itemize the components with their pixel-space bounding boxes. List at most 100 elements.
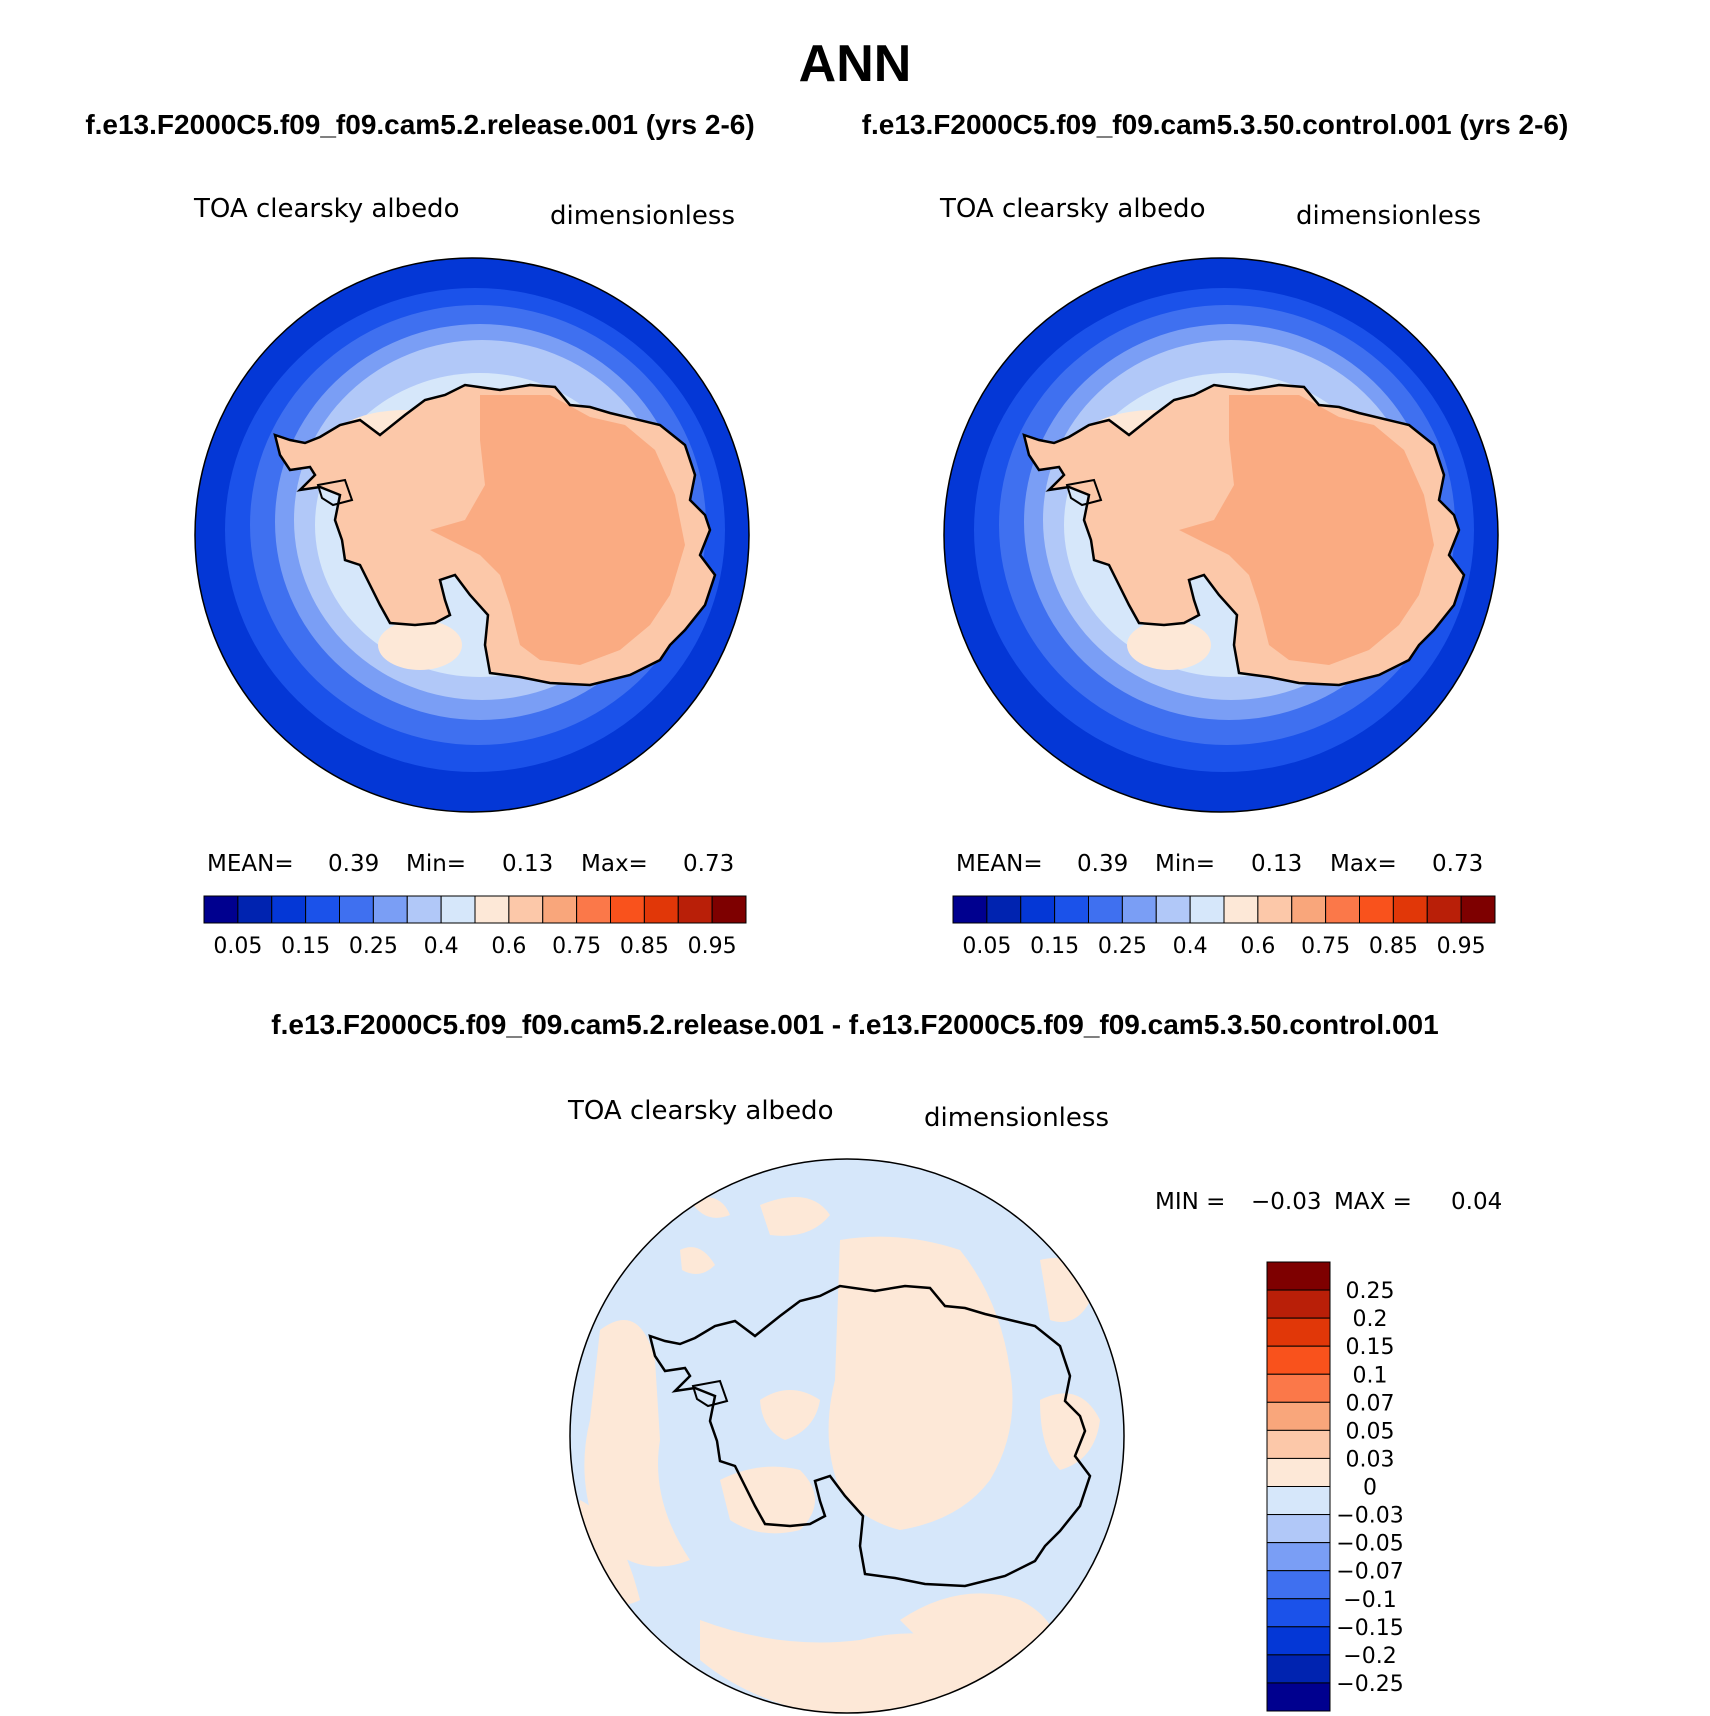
diff-colorbar-swatch [1266, 1345, 1331, 1375]
right-units-label: dimensionless [1296, 201, 1481, 231]
left-variable-label: TOA clearsky albedo [193, 194, 459, 224]
right-variable-label: TOA clearsky albedo [939, 194, 1205, 224]
right-map-panel: TOA clearsky albedo dimensionless MEAN= … [939, 194, 1499, 959]
diff-colorbar-swatch [1266, 1429, 1331, 1459]
diff-map-panel: TOA clearsky albedo dimensionless [567, 1096, 1502, 1714]
right-colorbar-label: 0.95 [1437, 934, 1486, 959]
diff-colorbar-swatch [1266, 1654, 1331, 1684]
right-max-value: 0.73 [1432, 851, 1483, 877]
right-mean-value: 0.39 [1077, 851, 1128, 877]
diff-colorbar-swatch [1266, 1317, 1331, 1347]
left-colorbar-swatch [440, 895, 476, 924]
diff-colorbar-swatch [1266, 1289, 1331, 1319]
diff-colorbar-swatch [1266, 1542, 1331, 1572]
right-colorbar-swatch [1189, 895, 1225, 924]
left-colorbar-swatch [237, 895, 273, 924]
diff-colorbar-label: −0.05 [1336, 1532, 1403, 1557]
left-colorbar-swatch [711, 895, 747, 924]
diff-colorbar-label: 0 [1363, 1476, 1377, 1501]
diff-case-title: f.e13.F2000C5.f09_f09.cam5.2.release.001… [271, 1009, 1438, 1040]
diff-units-label: dimensionless [924, 1103, 1109, 1133]
right-colorbar-swatch [1223, 895, 1259, 924]
diff-colorbar-labels: 0.25 0.2 0.15 0.1 0.07 0.05 0.03 0 −0.03 −0.05 −0.… [1336, 1279, 1403, 1697]
diff-colorbar-swatch [1266, 1682, 1331, 1712]
left-colorbar-swatch [643, 895, 679, 924]
left-colorbar-swatch [271, 895, 307, 924]
diff-colorbar-label: 0.07 [1346, 1391, 1395, 1416]
diff-variable-label: TOA clearsky albedo [567, 1096, 833, 1126]
left-colorbar-swatch [542, 895, 578, 924]
right-colorbar-swatch [1392, 895, 1428, 924]
left-mean-label: MEAN= [207, 851, 294, 877]
right-min-value: 0.13 [1251, 851, 1302, 877]
diff-colorbar-swatch [1266, 1598, 1331, 1628]
left-colorbar-swatch [305, 895, 340, 924]
right-colorbar-swatch [952, 895, 988, 924]
left-units-label: dimensionless [550, 201, 735, 231]
left-mean-value: 0.39 [328, 851, 379, 877]
diff-colorbar-label: 0.05 [1346, 1419, 1395, 1444]
diff-colorbar-swatch [1266, 1261, 1331, 1291]
right-colorbar-swatch [1257, 895, 1293, 924]
left-colorbar-label: 0.6 [491, 934, 526, 959]
diff-colorbar-swatch [1266, 1570, 1331, 1600]
left-max-label: Max= [581, 851, 648, 877]
right-colorbar [952, 895, 1496, 924]
left-colorbar-swatch [508, 895, 544, 924]
left-colorbar-label: 0.95 [688, 934, 737, 959]
right-colorbar-swatch [1460, 895, 1496, 924]
left-colorbar-label: 0.25 [349, 934, 398, 959]
left-colorbar-swatch [576, 895, 611, 924]
right-colorbar-swatch [1325, 895, 1360, 924]
left-colorbar-swatch [372, 895, 408, 924]
diff-colorbar-label: 0.03 [1346, 1447, 1395, 1472]
right-mean-label: MEAN= [956, 851, 1043, 877]
right-colorbar-swatch [1359, 895, 1394, 924]
right-colorbar-label: 0.6 [1240, 934, 1275, 959]
diff-colorbar-swatch [1266, 1457, 1331, 1487]
diff-max-label: MAX = [1334, 1189, 1412, 1215]
diff-colorbar-label: −0.03 [1336, 1504, 1403, 1529]
right-colorbar-label: 0.75 [1301, 934, 1350, 959]
diff-colorbar-label: 0.2 [1353, 1307, 1388, 1332]
left-colorbar-swatch [203, 895, 239, 924]
right-polar-map [944, 258, 1498, 812]
diff-max-value: 0.04 [1451, 1189, 1502, 1215]
left-colorbar-swatch [677, 895, 713, 924]
right-colorbar-label: 0.4 [1173, 934, 1208, 959]
left-colorbar-swatch [406, 895, 442, 924]
diff-colorbar-label: 0.25 [1346, 1279, 1395, 1304]
right-colorbar-swatch [1020, 895, 1056, 924]
right-colorbar-swatch [986, 895, 1022, 924]
left-colorbar-label: 0.4 [424, 934, 459, 959]
left-min-value: 0.13 [502, 851, 553, 877]
right-max-label: Max= [1330, 851, 1397, 877]
right-colorbar-label: 0.05 [962, 934, 1011, 959]
diff-colorbar-label: −0.2 [1343, 1644, 1396, 1669]
diff-colorbar-label: −0.25 [1336, 1672, 1403, 1697]
right-colorbar-swatch [1121, 895, 1157, 924]
diff-colorbar-swatch [1266, 1486, 1331, 1516]
diff-colorbar-swatch [1266, 1514, 1331, 1544]
figure-title: ANN [799, 35, 912, 93]
left-colorbar [203, 895, 747, 924]
left-colorbar-swatch [339, 895, 374, 924]
left-colorbar-label: 0.75 [552, 934, 601, 959]
left-colorbar-swatch [610, 895, 645, 924]
diff-colorbar-label: −0.1 [1343, 1588, 1396, 1613]
right-colorbar-labels: 0.05 0.15 0.25 0.4 0.6 0.75 0.85 0.95 [962, 934, 1485, 959]
diff-colorbar-label: 0.15 [1346, 1335, 1395, 1360]
diff-colorbar-swatch [1266, 1401, 1331, 1431]
left-colorbar-label: 0.85 [620, 934, 669, 959]
diff-min-value: −0.03 [1251, 1189, 1321, 1215]
diff-colorbar [1266, 1261, 1331, 1712]
right-colorbar-swatch [1088, 895, 1123, 924]
right-min-label: Min= [1155, 851, 1215, 877]
left-colorbar-label: 0.05 [213, 934, 262, 959]
right-colorbar-swatch [1291, 895, 1327, 924]
right-colorbar-swatch [1426, 895, 1462, 924]
left-max-value: 0.73 [683, 851, 734, 877]
diff-colorbar-swatch [1266, 1626, 1331, 1656]
diff-colorbar-label: −0.15 [1336, 1616, 1403, 1641]
right-case-title: f.e13.F2000C5.f09_f09.cam5.3.50.control.… [862, 109, 1569, 140]
